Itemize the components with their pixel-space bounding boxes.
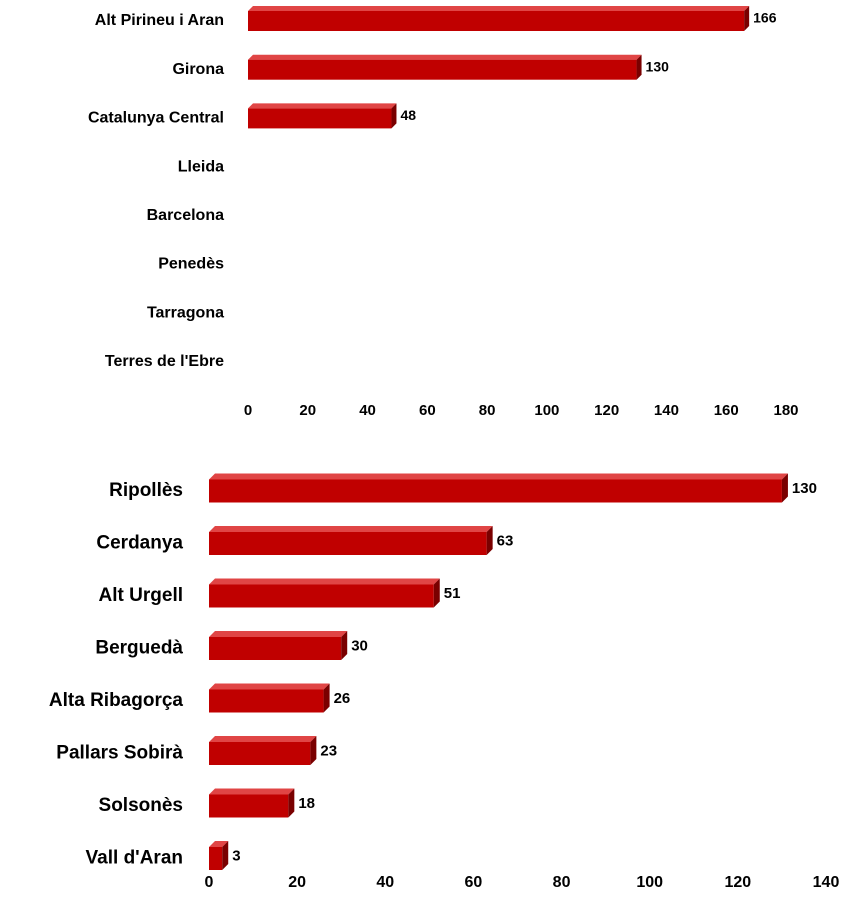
x-tick-label: 120 [725,874,752,891]
category-label: Alta Ribagorça [49,690,184,711]
category-label: Berguedà [95,638,183,659]
bar-side-face [781,473,788,503]
category-label: Alt Urgell [99,585,183,606]
bar [209,473,788,503]
category-label: Vall d'Aran [86,848,183,869]
bar-front-face [209,794,289,818]
bar-side-face [310,736,317,765]
x-tick-label: 40 [376,874,394,891]
x-tick-label: 140 [813,874,840,891]
bar-front-face [248,108,392,129]
bar-top-face [209,841,229,847]
bar-top-face [209,578,440,585]
bar-front-face [248,59,637,80]
bar-top-face [248,103,397,109]
x-tick-label: 80 [553,874,571,891]
bar-top-face [209,683,330,690]
data-label: 63 [497,532,514,549]
bar [209,683,330,713]
x-tick-label: 40 [359,402,376,419]
bar-side-face [222,841,229,870]
chart-comarques: Ripollès 130 Cerdanya 63 Alt Urgell 51 Bergued… [49,473,840,891]
data-label: 3 [232,847,240,864]
x-tick-label: 20 [288,874,306,891]
category-label: Girona [172,61,224,78]
data-label: 23 [320,742,337,759]
bar-top-face [248,6,750,11]
bar-top-face [209,473,788,480]
bar [248,54,642,80]
x-tick-label: 160 [714,402,739,419]
x-tick-label: 0 [244,402,252,419]
x-tick-label: 180 [773,402,798,419]
data-label: 166 [753,10,777,26]
data-label: 130 [646,58,670,74]
bar [209,578,440,608]
category-label: Pallars Sobirà [56,743,183,764]
bar [209,631,348,660]
bar-side-face [433,578,440,608]
bar-front-face [209,584,434,608]
bar [209,736,317,765]
data-label: 48 [400,107,416,123]
bar-top-face [248,54,642,60]
data-label: 51 [444,585,461,602]
bar [209,526,493,555]
x-tick-label: 0 [205,874,214,891]
category-label: Cerdanya [96,533,183,554]
chart-regions: Alt Pirineu i Aran 166 Girona 130 Catalunya … [88,6,799,419]
x-tick-label: 60 [419,402,436,419]
bar-front-face [209,742,311,765]
bar-top-face [209,736,317,742]
bar [209,788,295,818]
x-tick-label: 120 [594,402,619,419]
x-tick-label: 60 [465,874,483,891]
data-label: 30 [351,637,368,654]
data-label: 18 [298,795,315,812]
data-label: 130 [792,480,817,497]
bar [248,103,397,129]
bar-side-face [341,631,348,660]
x-tick-label: 140 [654,402,679,419]
bar-top-face [209,788,295,795]
bar-front-face [209,689,324,713]
bar-front-face [248,11,745,31]
x-tick-label: 80 [479,402,496,419]
bar-front-face [209,637,342,660]
category-label: Terres de l'Ebre [105,353,224,370]
bar-front-face [209,847,223,870]
category-label: Solsonès [99,795,183,816]
category-label: Barcelona [147,207,224,224]
bar-side-face [636,54,642,80]
category-label: Ripollès [109,480,183,501]
bar [209,841,229,870]
bar-side-face [744,6,750,31]
category-label: Alt Pirineu i Aran [95,12,224,29]
bar-top-face [209,631,348,637]
category-label: Penedès [158,256,224,273]
bar-side-face [323,683,330,713]
bar-side-face [391,103,397,129]
bar-side-face [486,526,493,555]
x-tick-label: 100 [534,402,559,419]
data-label: 26 [334,690,351,707]
category-label: Tarragona [147,304,224,321]
bar-top-face [209,526,493,532]
category-label: Lleida [178,158,224,175]
bar-front-face [209,479,782,503]
x-tick-label: 100 [636,874,663,891]
bar-front-face [209,532,487,555]
bar-side-face [288,788,295,818]
x-tick-label: 20 [299,402,316,419]
category-label: Catalunya Central [88,110,224,127]
bar [248,6,750,31]
